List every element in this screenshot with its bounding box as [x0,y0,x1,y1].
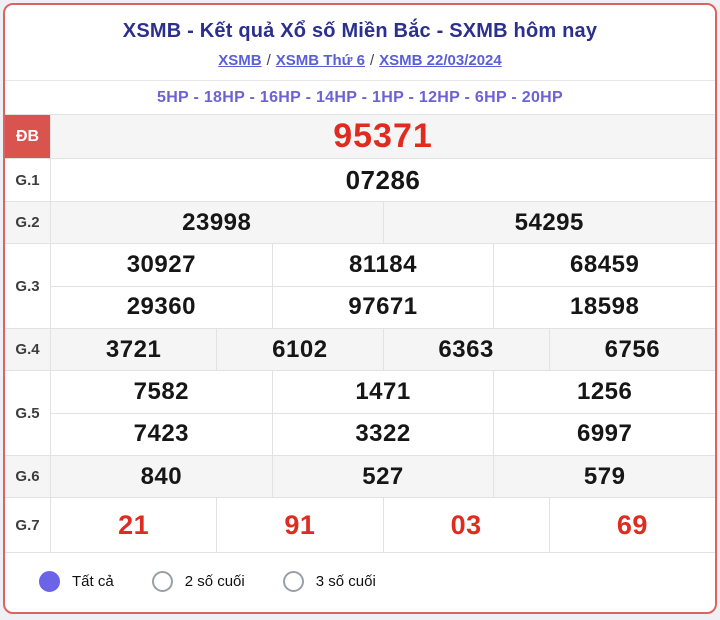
prize-value: 527 [271,456,494,497]
province-codes: 5HP - 18HP - 16HP - 14HP - 1HP - 12HP - … [157,89,563,106]
radio-option-label: 2 số cuối [184,573,245,590]
radio-unselected-icon[interactable] [282,571,304,592]
breadcrumb-separator: / [369,52,375,69]
breadcrumb-link-xsmb-thu6[interactable]: XSMB Thứ 6 [275,52,365,69]
radio-option-all[interactable]: Tất cả [39,571,114,592]
prize-value: 7582 [50,371,272,413]
prize-value: 03 [382,498,549,552]
display-filter-group: Tất cả 2 số cuối 3 số cuối [5,553,715,610]
table-row-g1: G.1 07286 [5,159,715,202]
prize-label-g7: G.7 [15,516,40,534]
breadcrumb: XSMB / XSMB Thứ 6/XSMB 22/03/2024 [5,52,715,69]
prize-value: 6997 [493,413,715,455]
prize-label-db: ĐB [5,115,50,158]
prize-value: 91 [216,498,382,552]
lottery-results-card: XSMB - Kết quả Xổ số Miền Bắc - SXMB hôm… [3,3,717,614]
prize-label-g3: G.3 [15,277,40,295]
table-row-g5: G.5 7582 1471 1256 7423 3322 6997 [5,371,715,456]
table-row-g7: G.7 21 91 03 69 [5,498,715,553]
radio-option-label: Tất cả [72,573,114,590]
radio-option-label: 3 số cuối [315,573,376,590]
prize-value: 18598 [493,286,715,328]
prize-value: 68459 [493,244,715,286]
table-row-g2: G.2 23998 54295 [5,202,715,244]
prize-label-g6: G.6 [15,468,40,485]
table-row-g3: G.3 30927 81184 68459 29360 97671 18598 [5,244,715,329]
prize-value: 81184 [271,244,494,286]
prize-value: 69 [548,498,715,552]
table-row-db: ĐB 95371 [5,115,715,159]
prize-value: 6756 [548,329,715,370]
prize-label-g2: G.2 [15,214,40,231]
breadcrumb-link-xsmb[interactable]: XSMB [218,52,262,69]
prize-value: 21 [50,498,216,552]
prize-value: 95371 [50,115,715,158]
breadcrumb-separator: / [266,52,271,69]
prize-value: 29360 [50,286,272,328]
table-row-g4: G.4 3721 6102 6363 6756 [5,329,715,371]
prize-value: 840 [50,456,272,497]
prize-value: 97671 [271,286,494,328]
table-row-g6: G.6 840 527 579 [5,456,715,498]
prize-value: 54295 [382,202,716,243]
breadcrumb-link-xsmb-date[interactable]: XSMB 22/03/2024 [379,52,502,69]
prize-value: 7423 [50,413,272,455]
radio-option-last2[interactable]: 2 số cuối [151,571,245,592]
prize-value: 3721 [50,329,216,370]
radio-unselected-icon[interactable] [151,571,173,592]
prize-value: 3322 [271,413,494,455]
prize-value: 579 [493,456,715,497]
prize-value: 30927 [50,244,272,286]
prize-value: 07286 [50,159,715,201]
page-title: XSMB - Kết quả Xổ số Miền Bắc - SXMB hôm… [122,20,598,42]
prize-label-g1: G.1 [15,171,40,189]
prize-value: 1256 [493,371,715,413]
radio-selected-icon[interactable] [39,571,60,592]
prize-label-g4: G.4 [15,341,40,358]
prize-label-g5: G.5 [15,404,40,422]
prize-value: 1471 [271,371,494,413]
prize-value: 23998 [50,202,383,243]
radio-option-last3[interactable]: 3 số cuối [282,571,376,592]
prize-value: 6363 [382,329,549,370]
prize-value: 6102 [216,329,382,370]
results-table: ĐB 95371 G.1 07286 G.2 23998 54295 G.3 [5,114,715,553]
header-divider [5,80,715,81]
